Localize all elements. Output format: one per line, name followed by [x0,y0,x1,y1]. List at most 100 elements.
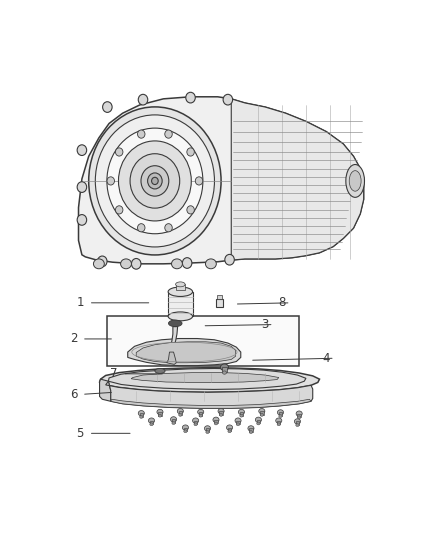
Ellipse shape [165,130,172,138]
Ellipse shape [179,414,182,416]
Ellipse shape [155,368,165,374]
Ellipse shape [88,107,221,255]
Ellipse shape [102,102,112,112]
Polygon shape [167,352,176,365]
Ellipse shape [238,409,244,415]
Ellipse shape [297,416,301,419]
Ellipse shape [237,423,240,426]
Polygon shape [128,338,241,366]
Text: 8: 8 [279,296,286,309]
Ellipse shape [130,154,180,208]
Ellipse shape [279,415,282,417]
Bar [184,427,187,431]
Ellipse shape [346,165,364,197]
Text: 2: 2 [70,333,77,345]
Bar [172,419,175,423]
Bar [107,317,299,366]
Ellipse shape [148,173,162,189]
Ellipse shape [158,414,162,417]
Ellipse shape [198,409,204,415]
Bar [228,427,231,431]
Ellipse shape [219,414,223,416]
Ellipse shape [194,423,197,426]
Ellipse shape [182,425,188,430]
Ellipse shape [218,408,224,414]
Bar [279,413,282,416]
Ellipse shape [220,364,229,370]
Bar [179,411,182,415]
Ellipse shape [77,182,87,192]
Polygon shape [170,327,178,352]
Bar [249,429,253,432]
Ellipse shape [223,94,233,105]
Ellipse shape [240,414,243,417]
Ellipse shape [235,418,241,423]
Ellipse shape [107,177,114,185]
Ellipse shape [249,431,253,433]
Bar [158,412,162,416]
Ellipse shape [169,320,182,327]
Ellipse shape [152,177,158,184]
Bar [217,295,222,298]
Bar [176,284,185,290]
Ellipse shape [182,257,192,268]
Text: 4: 4 [322,352,330,365]
Polygon shape [136,342,236,363]
Text: 1: 1 [77,296,84,309]
Ellipse shape [131,259,141,269]
Ellipse shape [138,410,145,416]
Ellipse shape [205,426,211,431]
Ellipse shape [148,418,155,423]
Ellipse shape [255,417,261,423]
Ellipse shape [225,254,234,265]
Ellipse shape [206,431,209,433]
Ellipse shape [119,141,191,221]
Ellipse shape [157,409,163,415]
Ellipse shape [95,115,215,247]
Bar [296,422,299,425]
Bar [223,367,226,373]
Ellipse shape [213,417,219,423]
Polygon shape [131,373,279,383]
Ellipse shape [214,422,218,425]
Ellipse shape [226,425,233,430]
Ellipse shape [259,408,265,414]
Text: 3: 3 [261,318,269,331]
Text: 5: 5 [77,427,84,440]
Bar [206,429,209,432]
Ellipse shape [248,426,254,431]
Ellipse shape [170,417,177,422]
Ellipse shape [138,94,148,105]
Ellipse shape [186,92,195,103]
Bar [219,411,223,415]
Ellipse shape [294,419,300,424]
Bar [216,298,223,307]
Ellipse shape [223,371,226,374]
Ellipse shape [176,282,185,287]
Ellipse shape [116,206,123,214]
Polygon shape [231,99,364,260]
Ellipse shape [172,259,182,269]
Ellipse shape [187,148,194,156]
Ellipse shape [165,224,172,232]
Polygon shape [111,399,311,408]
Bar [194,421,197,424]
Polygon shape [99,368,320,392]
Polygon shape [99,379,111,401]
Ellipse shape [205,259,216,269]
Ellipse shape [138,130,145,138]
Bar [199,412,202,416]
Ellipse shape [120,259,131,269]
Bar [214,420,218,424]
Polygon shape [106,381,313,408]
Ellipse shape [77,145,87,156]
Ellipse shape [184,430,187,433]
Polygon shape [78,97,364,264]
Ellipse shape [116,148,123,156]
Ellipse shape [276,418,282,423]
Ellipse shape [138,224,145,232]
Text: 6: 6 [70,388,77,401]
Bar [150,421,153,424]
Ellipse shape [296,424,299,426]
Ellipse shape [177,408,184,414]
